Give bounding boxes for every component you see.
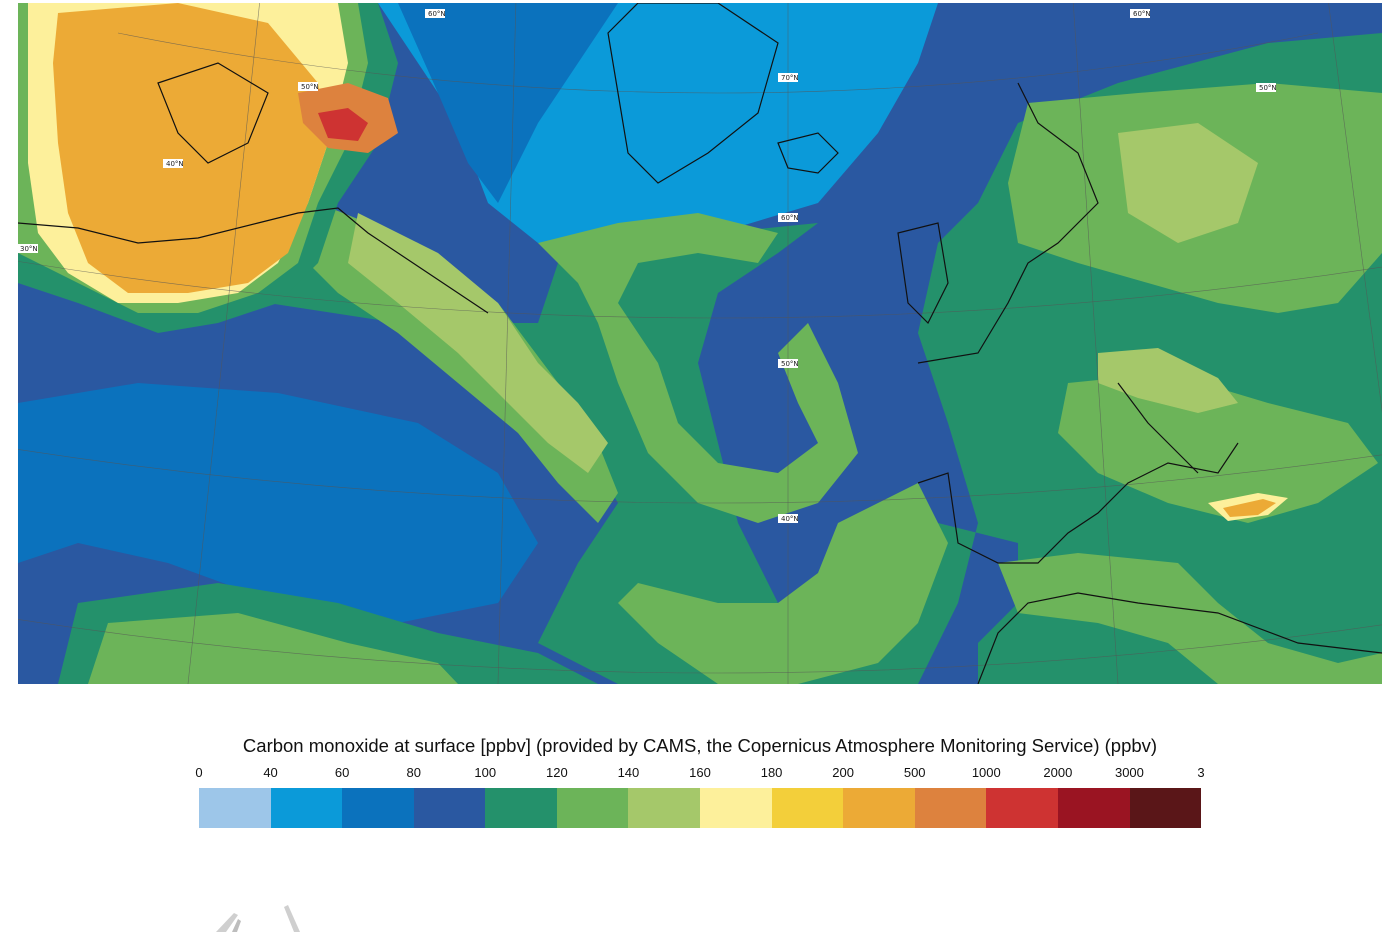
- co-band-140-160: [348, 213, 608, 473]
- legend-tick-6: 120: [545, 765, 568, 780]
- co-band-120-140: [618, 483, 948, 684]
- coastlines: [18, 3, 1382, 684]
- legend-tick-15: 3: [1197, 765, 1205, 780]
- co-band-120-140: [998, 553, 1382, 684]
- legend-tick-4: 80: [406, 765, 421, 780]
- svg-text:70°N: 70°N: [781, 74, 799, 82]
- lat-label-6: 30°N: [18, 244, 38, 253]
- svg-text:60°N: 60°N: [781, 214, 799, 222]
- colorbar-swatch-6: [556, 788, 629, 828]
- svg-text:50°N: 50°N: [781, 360, 799, 368]
- colorbar-swatch-12: [986, 788, 1058, 828]
- lat-label-3: 70°N: [778, 73, 799, 82]
- legend-tick-14: 3000: [1114, 765, 1144, 780]
- colorbar-swatch-10: [843, 788, 915, 828]
- legend-tick-13: 2000: [1043, 765, 1073, 780]
- latitude-labels: 60°N 60°N 70°N 50°N 40°N 30°N: [18, 9, 1277, 523]
- co-band-140-160: [1098, 348, 1238, 413]
- svg-text:40°N: 40°N: [781, 515, 799, 523]
- colorbar-swatch-4: [413, 788, 486, 828]
- legend-tick-2: 40: [263, 765, 278, 780]
- graticule: [18, 3, 1382, 684]
- legend-tick-8: 160: [689, 765, 711, 780]
- legend-tick-labels: 0 40 60 80 100 120 140 160 180 200 500 1000 2000 3000…: [195, 765, 1205, 783]
- colorbar-swatch-5: [485, 788, 557, 828]
- legend-tick-9: 180: [760, 765, 783, 780]
- co-band-60-80: [18, 383, 538, 623]
- co-band-120-140: [88, 613, 458, 684]
- co-band-140-160: [1118, 123, 1258, 243]
- lat-label-1: 60°N: [425, 9, 446, 18]
- co-band-100-120: [398, 3, 618, 203]
- lat-label-8: 50°N: [778, 359, 799, 368]
- lat-label-2: 60°N: [1130, 9, 1151, 18]
- forecast-map: 60°N 60°N 70°N 50°N 40°N 30°N: [18, 3, 1382, 684]
- colorbar-swatch-3: [342, 788, 414, 828]
- lat-label-4: 50°N: [298, 82, 319, 91]
- legend-tick-10: 200: [832, 765, 854, 780]
- lat-label-9: 40°N: [778, 514, 799, 523]
- co-concentration-map: 60°N 60°N 70°N 50°N 40°N 30°N: [18, 3, 1382, 684]
- legend-tick-11: 500: [903, 765, 926, 780]
- svg-text:50°N: 50°N: [301, 83, 319, 91]
- co-band-200-500: [53, 3, 328, 293]
- colorbar-swatch-9: [771, 788, 844, 828]
- legend-tick-1: 0: [195, 765, 203, 780]
- colorbar-swatch-11: [914, 788, 987, 828]
- svg-text:50°N: 50°N: [1259, 84, 1277, 92]
- colorbar-swatch-7: [628, 788, 701, 828]
- logo-fragment: [216, 905, 300, 932]
- colorbar-swatch-8: [700, 788, 772, 828]
- colorbar-swatch-13: [1057, 788, 1130, 828]
- svg-text:60°N: 60°N: [1133, 10, 1151, 18]
- svg-text:30°N: 30°N: [20, 245, 38, 253]
- svg-text:40°N: 40°N: [166, 160, 184, 168]
- lat-label-7: 60°N: [778, 213, 799, 222]
- legend-title: Carbon monoxide at surface [ppbv] (provi…: [242, 735, 1158, 756]
- svg-text:60°N: 60°N: [428, 10, 446, 18]
- legend-tick-7: 140: [617, 765, 640, 780]
- co-band-200-500: [1223, 499, 1276, 517]
- colorbar-swatch-2: [270, 788, 343, 828]
- colorbar-swatch-1: [199, 788, 271, 828]
- co-band-120-140: [538, 213, 858, 523]
- lat-label-5: 40°N: [163, 159, 184, 168]
- lat-label-10: 50°N: [1256, 83, 1277, 92]
- legend-tick-3: 60: [334, 765, 350, 780]
- colorbar: [199, 788, 1202, 828]
- legend-tick-12: 1000: [971, 765, 1001, 780]
- legend-tick-5: 100: [474, 765, 497, 780]
- co-band-1000-2000: [318, 108, 368, 141]
- colorbar-swatch-14: [1129, 788, 1202, 828]
